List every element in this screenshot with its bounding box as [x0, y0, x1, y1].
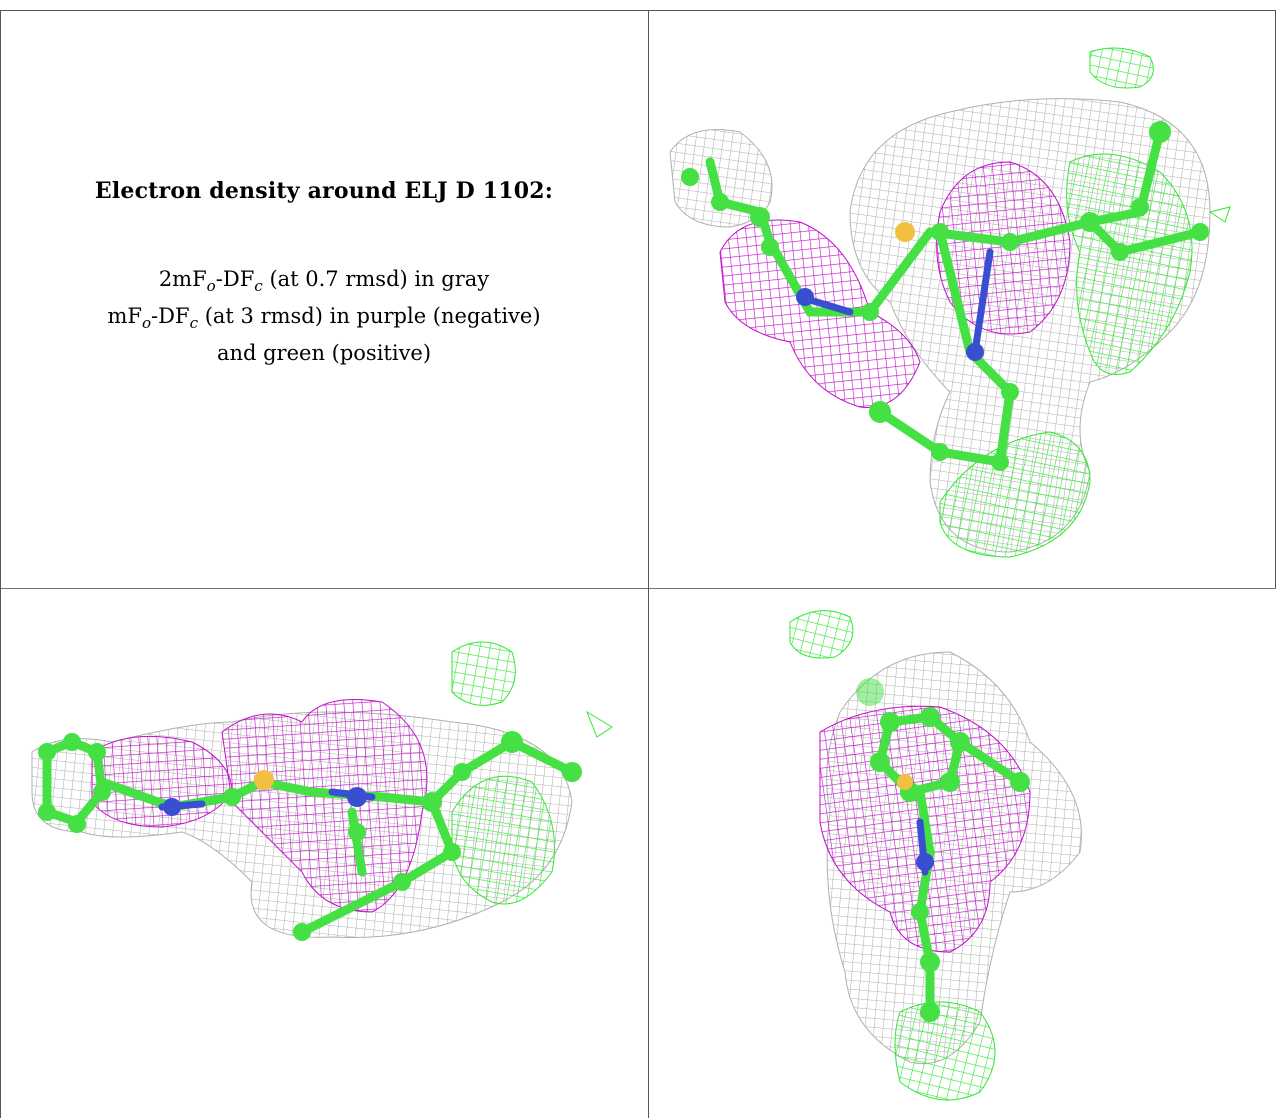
left-border — [0, 10, 1, 1118]
molecule-image-2 — [31, 641, 613, 941]
caption-body: 2mFo-DFc (at 0.7 rmsd) in gray mFo-DFc (… — [107, 264, 540, 368]
molecule-image-3 — [789, 610, 1082, 1101]
center-divider — [648, 10, 649, 1118]
caption-cell: Electron density around ELJ D 1102: 2mFo… — [0, 10, 648, 588]
molecule-image-1 — [669, 47, 1231, 558]
caption-title: Electron density around ELJ D 1102: — [94, 178, 554, 204]
molecule-panel-top-right — [650, 12, 1274, 586]
molecule-panel-bottom-left — [2, 592, 646, 1116]
molecule-panel-bottom-right — [650, 592, 1274, 1116]
middle-divider — [0, 588, 1276, 589]
caption-line-2: mFo-DFc (at 3 rmsd) in purple (negative) — [107, 304, 541, 333]
top-border — [0, 10, 1276, 11]
caption-line-1: 2mFo-DFc (at 0.7 rmsd) in gray — [158, 267, 490, 296]
caption-line-3: and green (positive) — [216, 341, 432, 366]
